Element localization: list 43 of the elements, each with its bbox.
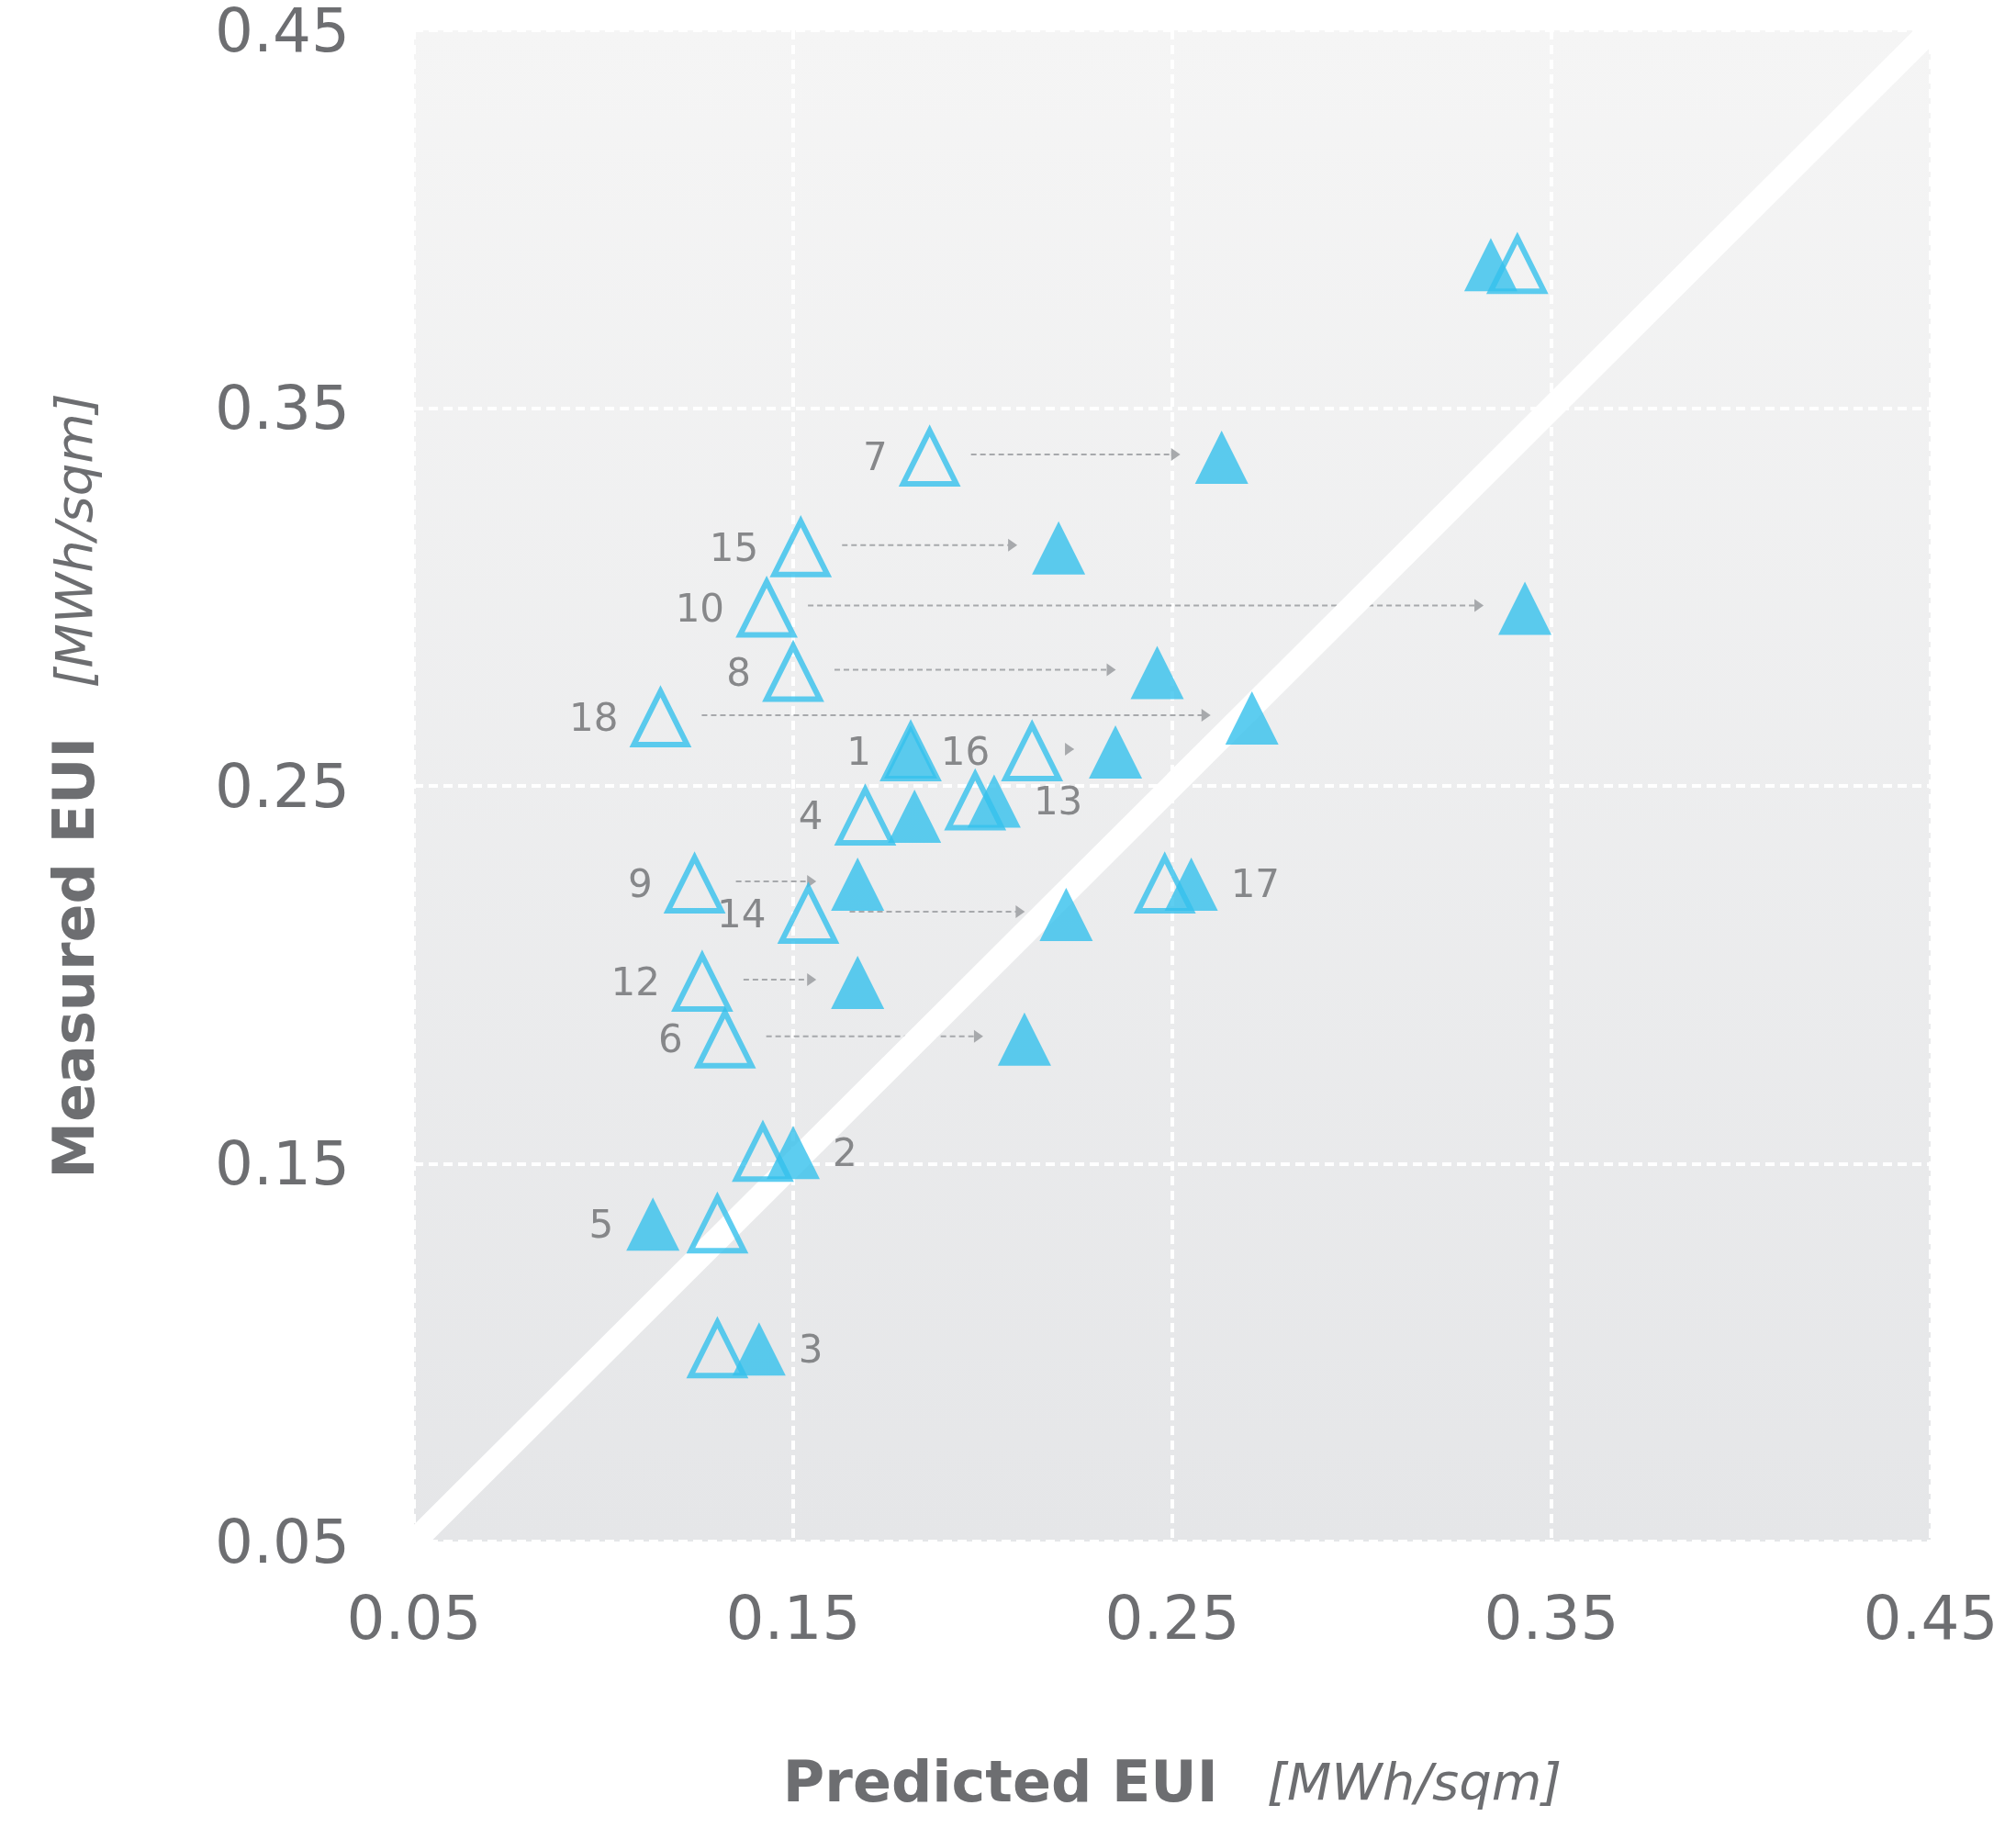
point bbox=[888, 789, 942, 843]
point bbox=[831, 955, 885, 1009]
annotation: 2 bbox=[833, 1129, 857, 1175]
annotation: 9 bbox=[627, 861, 653, 907]
point bbox=[1194, 430, 1249, 484]
y-tick-label: 0.45 bbox=[215, 0, 350, 66]
point bbox=[626, 1197, 680, 1251]
y-tick-label: 0.05 bbox=[215, 1506, 350, 1577]
annotation: 5 bbox=[588, 1201, 614, 1247]
y-tick-label: 0.35 bbox=[215, 373, 350, 443]
annotation: 12 bbox=[610, 959, 660, 1005]
point bbox=[1130, 645, 1184, 700]
point bbox=[1032, 521, 1086, 575]
annotation: 15 bbox=[709, 525, 759, 571]
annotation: 1 bbox=[846, 729, 872, 775]
point bbox=[732, 1322, 786, 1376]
annotation: 7 bbox=[862, 434, 888, 480]
annotation: 6 bbox=[657, 1016, 683, 1062]
annotation: 13 bbox=[1033, 778, 1083, 824]
y-tick-label: 0.25 bbox=[215, 750, 350, 822]
annotation: 4 bbox=[798, 793, 823, 839]
annotation: 16 bbox=[940, 729, 991, 775]
point bbox=[767, 1126, 820, 1180]
y-tick-label: 0.15 bbox=[215, 1128, 350, 1199]
point bbox=[831, 857, 885, 911]
annotation: 3 bbox=[798, 1326, 823, 1372]
annotation: 10 bbox=[675, 586, 725, 632]
x-tick-label: 0.35 bbox=[1484, 1582, 1619, 1654]
point bbox=[1039, 887, 1093, 941]
annotation: 14 bbox=[717, 891, 767, 937]
annotation: 17 bbox=[1230, 861, 1281, 907]
point bbox=[997, 1012, 1051, 1066]
x-tick-label: 0.25 bbox=[1104, 1582, 1240, 1654]
annotation: 18 bbox=[569, 695, 619, 741]
x-tick-label: 0.15 bbox=[725, 1582, 861, 1654]
point bbox=[1498, 581, 1552, 635]
x-tick-label: 0.45 bbox=[1863, 1582, 1999, 1654]
x-tick-label: 0.05 bbox=[346, 1582, 482, 1654]
point bbox=[1089, 724, 1143, 779]
point bbox=[1225, 690, 1279, 745]
y-axis-title: Measured EUI [MWh/sqm] bbox=[39, 393, 107, 1179]
x-axis-title: Predicted EUI [MWh/sqm] bbox=[782, 1747, 1562, 1815]
annotation: 8 bbox=[726, 650, 751, 696]
